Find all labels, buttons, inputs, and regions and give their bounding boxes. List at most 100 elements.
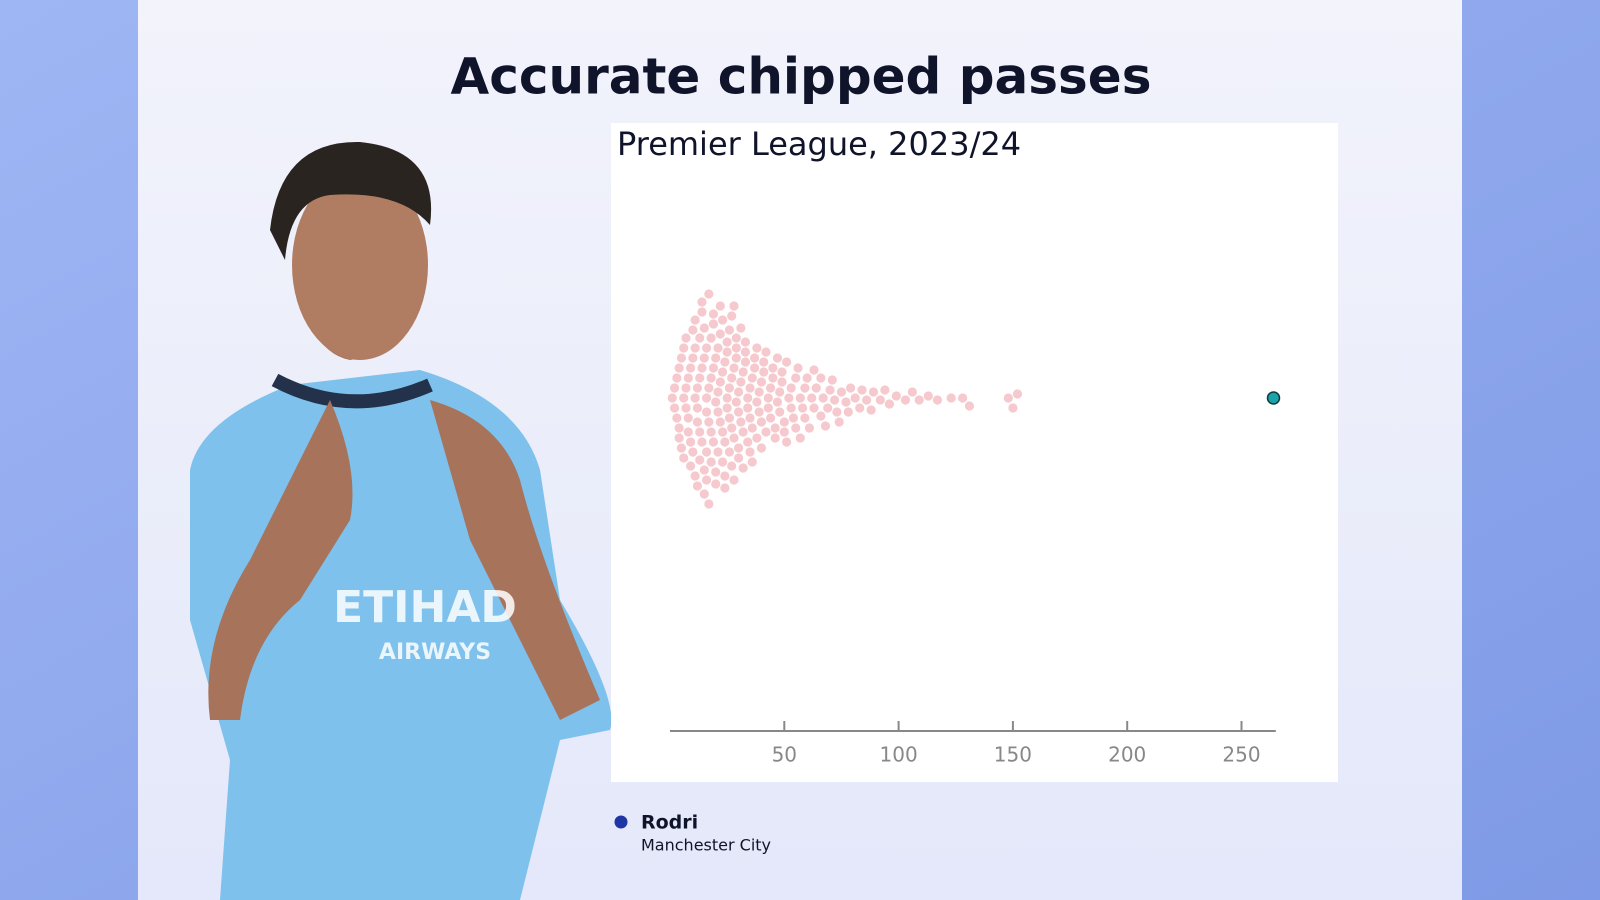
- player-dot: [715, 417, 725, 427]
- player-dot: [923, 391, 933, 401]
- player-dot: [836, 387, 847, 397]
- player-dot: [724, 447, 735, 457]
- player-dot: [791, 373, 801, 383]
- player-dot: [820, 421, 831, 431]
- player-dot: [679, 343, 689, 353]
- player-dot: [754, 387, 764, 397]
- player-dot: [674, 433, 684, 443]
- player-dot: [772, 397, 783, 407]
- player-dot: [788, 413, 799, 423]
- player-dot: [811, 383, 821, 393]
- legend: Rodri Manchester City: [614, 812, 771, 855]
- player-dot: [708, 309, 719, 319]
- player-dot: [681, 333, 691, 343]
- player-dot: [704, 383, 714, 393]
- player-dot: [832, 407, 842, 417]
- legend-marker: [614, 815, 628, 829]
- x-tick-label: 250: [1222, 743, 1260, 767]
- player-dot: [850, 393, 860, 403]
- player-dot: [834, 417, 844, 427]
- player-dot: [674, 423, 684, 433]
- player-dot: [697, 307, 707, 317]
- player-dot: [713, 447, 723, 457]
- player-dot: [679, 393, 689, 403]
- player-dot: [690, 315, 700, 325]
- player-dot: [701, 407, 712, 417]
- player-dot: [715, 301, 725, 311]
- player-dot: [697, 437, 707, 447]
- player-dot: [674, 363, 684, 373]
- player-dot: [685, 437, 696, 447]
- player-dot: [736, 417, 746, 427]
- player-dot: [706, 373, 716, 383]
- player-dot: [868, 387, 879, 397]
- player-dot: [699, 465, 709, 475]
- player-dot: [715, 329, 725, 339]
- player-dot: [747, 373, 757, 383]
- player-dot: [667, 393, 677, 403]
- player-dot: [809, 365, 819, 375]
- player-dot: [823, 403, 833, 413]
- highlight-dot: [1266, 391, 1281, 405]
- player-dot: [676, 353, 687, 363]
- player-dot: [756, 377, 767, 387]
- player-dot: [731, 343, 741, 353]
- player-dot: [768, 363, 778, 373]
- player-dot: [699, 323, 709, 333]
- player-dot: [733, 407, 744, 417]
- player-dot: [765, 413, 776, 423]
- player-dot: [711, 397, 721, 407]
- player-dot: [866, 405, 876, 415]
- player-dot: [729, 301, 739, 311]
- player-dot: [768, 373, 778, 383]
- player-dot: [809, 403, 819, 413]
- player-dot: [720, 357, 730, 367]
- player-dot: [772, 353, 783, 363]
- player-dot: [717, 315, 728, 325]
- player-dot: [738, 463, 748, 473]
- player-dot: [733, 387, 744, 397]
- player-dot: [786, 383, 796, 393]
- player-dot: [761, 427, 771, 437]
- player-dot: [800, 413, 810, 423]
- player-dot: [695, 455, 705, 465]
- player-dot: [708, 363, 719, 373]
- svg-text:ETIHAD: ETIHAD: [333, 582, 517, 633]
- player-dot: [861, 395, 872, 405]
- player-dot: [958, 393, 968, 403]
- player-dot: [816, 411, 826, 421]
- player-dot: [729, 475, 739, 485]
- player-dot: [688, 353, 698, 363]
- player-dot: [900, 395, 911, 405]
- player-dot: [747, 457, 757, 467]
- player-dot: [964, 401, 975, 411]
- player-dot: [697, 363, 707, 373]
- player-dot: [800, 383, 810, 393]
- player-dot: [733, 443, 744, 453]
- chart-subtitle: Premier League, 2023/24: [617, 125, 1021, 163]
- player-dot: [770, 423, 780, 433]
- player-dot: [765, 383, 776, 393]
- player-dot: [743, 403, 753, 413]
- player-dot: [857, 385, 867, 395]
- player-dot: [720, 483, 730, 493]
- player-dot: [672, 373, 682, 383]
- player-dot: [738, 367, 748, 377]
- player-dot: [724, 413, 735, 423]
- player-dot: [749, 363, 760, 373]
- player-dot: [695, 427, 705, 437]
- player-dot: [756, 417, 767, 427]
- player-dot: [779, 417, 789, 427]
- player-dot: [759, 367, 769, 377]
- player-dot: [731, 353, 741, 363]
- player-dot: [731, 333, 741, 343]
- player-dot: [775, 407, 785, 417]
- player-dot: [711, 467, 721, 477]
- player-dot: [779, 427, 789, 437]
- player-dot: [791, 423, 801, 433]
- player-dot: [816, 373, 826, 383]
- player-dot: [752, 433, 762, 443]
- player-dot: [745, 447, 755, 457]
- player-dot: [688, 325, 698, 335]
